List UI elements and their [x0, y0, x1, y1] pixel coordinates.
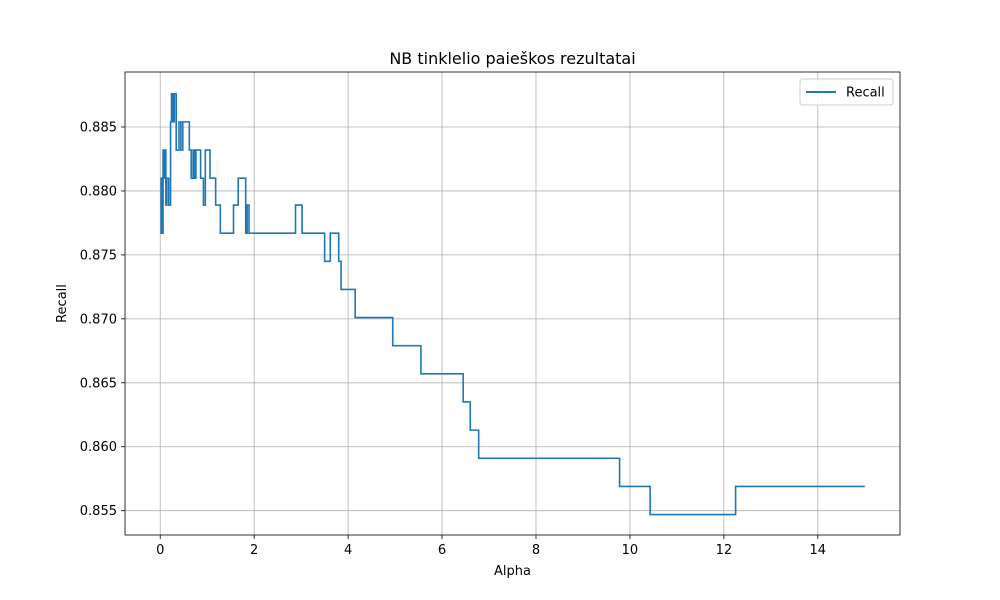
x-tick-label: 6	[438, 543, 446, 558]
x-tick-label: 14	[810, 543, 827, 558]
y-tick-label: 0.875	[80, 248, 117, 263]
plot-area-frame	[124, 71, 901, 536]
x-tick-label: 4	[344, 543, 352, 558]
x-tick-label: 8	[532, 543, 540, 558]
x-tick-label: 10	[622, 543, 639, 558]
axis-ticks: 0 2 4 6 8 10 12 14 0.855 0.860 0.865 0.870 0.875 0.88…	[80, 120, 826, 558]
legend-label-recall: Recall	[846, 86, 885, 101]
series-layer	[160, 92, 865, 516]
y-tick-label: 0.880	[80, 184, 117, 199]
x-tick-label: 12	[716, 543, 733, 558]
legend: Recall	[799, 78, 894, 106]
grid-lines	[125, 72, 900, 535]
legend-box	[799, 78, 894, 106]
y-axis-label: Recall	[55, 284, 70, 323]
x-tick-label: 0	[156, 543, 164, 558]
x-tick-label: 2	[250, 543, 258, 558]
y-tick-label: 0.870	[80, 312, 117, 327]
y-tick-label: 0.865	[80, 376, 117, 391]
y-tick-label: 0.885	[80, 120, 117, 135]
series-line-recall	[160, 92, 865, 516]
y-tick-label: 0.855	[80, 504, 117, 519]
chart-title: NB tinklelio paieškos rezultatai	[389, 49, 635, 68]
x-axis-label: Alpha	[494, 564, 531, 579]
y-tick-label: 0.860	[80, 440, 117, 455]
